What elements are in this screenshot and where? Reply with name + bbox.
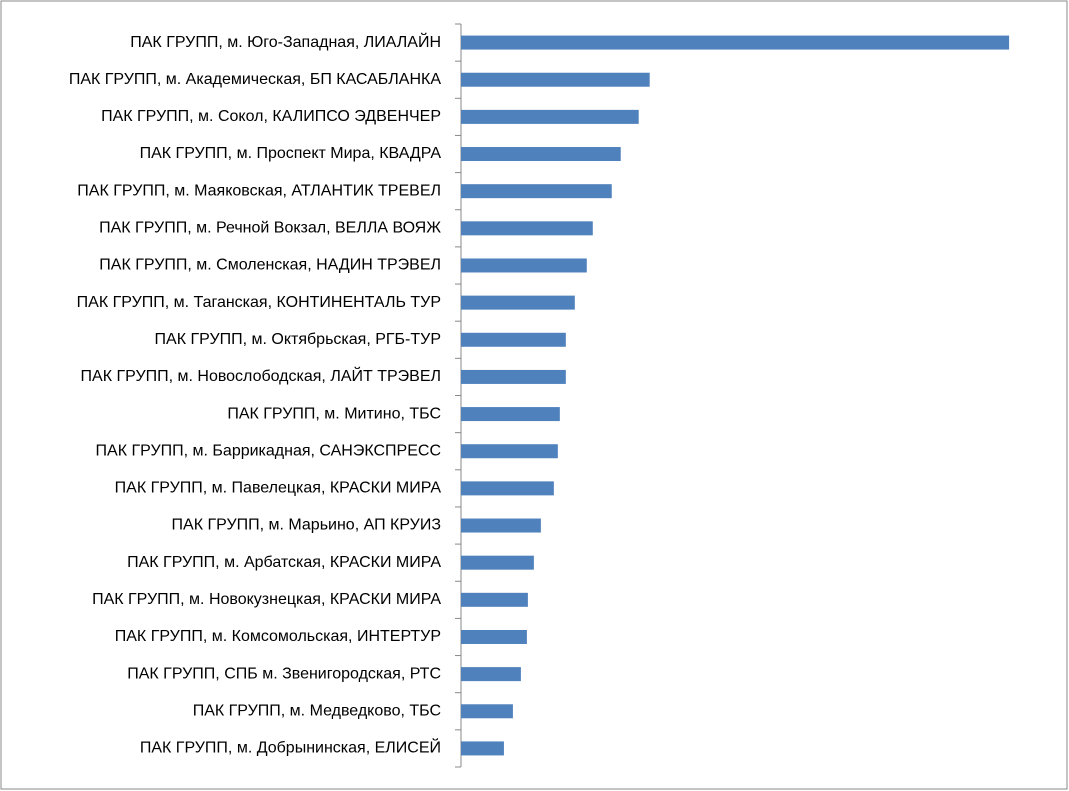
y-tick-label: ПАК ГРУПП, м. Марьино, АП КРУИЗ [172,517,441,534]
bar [461,184,612,199]
bar [461,555,534,570]
bar [461,147,621,162]
bar [461,444,558,459]
bar [461,741,504,756]
y-tick-label: ПАК ГРУПП, м. Митино, ТБС [227,405,441,422]
y-tick-label: ПАК ГРУПП, м. Новослободская, ЛАЙТ ТРЭВЕ… [81,366,441,385]
y-tick-label: ПАК ГРУПП, м. Комсомольская, ИНТЕРТУР [115,628,441,645]
y-tick-label: ПАК ГРУПП, м. Баррикадная, САНЭКСПРЕСС [96,442,441,459]
y-tick-label: ПАК ГРУПП, СПБ м. Звенигородская, РТС [127,665,441,682]
y-tick-label: ПАК ГРУПП, м. Новокузнецкая, КРАСКИ МИРА [92,591,441,608]
bar [461,109,639,124]
bar [461,369,566,384]
bar [461,72,650,87]
y-tick-label: ПАК ГРУПП, м. Арбатская, КРАСКИ МИРА [127,554,441,571]
bar [461,295,575,310]
bar [461,35,1010,50]
bar [461,704,513,719]
bar [461,518,541,533]
y-tick-label: ПАК ГРУПП, м. Академическая, БП КАСАБЛАН… [69,71,442,88]
y-tick-label: ПАК ГРУПП, м. Проспект Мира, КВАДРА [140,145,442,162]
bar [461,629,527,644]
y-tick-label: ПАК ГРУПП, м. Добрынинская, ЕЛИСЕЙ [140,738,441,757]
bar [461,258,587,273]
y-tick-label: ПАК ГРУПП, м. Сокол, КАЛИПСО ЭДВЕНЧЕР [101,108,441,125]
y-tick-label: ПАК ГРУПП, м. Таганская, КОНТИНЕНТАЛЬ ТУ… [77,294,441,311]
y-tick-label: ПАК ГРУПП, м. Октябрьская, РГБ-ТУР [155,331,441,348]
y-tick-label: ПАК ГРУПП, м. Юго-Западная, ЛИАЛАЙН [130,32,441,51]
bar [461,667,521,682]
bar [461,332,566,347]
bar [461,221,593,236]
y-tick-label: ПАК ГРУПП, м. Павелецкая, КРАСКИ МИРА [115,480,442,497]
y-tick-label: ПАК ГРУПП, м. Речной Вокзал, ВЕЛЛА ВОЯЖ [99,220,441,237]
bar [461,592,528,607]
bar [461,407,560,422]
y-tick-label: ПАК ГРУПП, м. Медведково, ТБС [193,702,441,719]
y-tick-label: ПАК ГРУПП, м. Маяковская, АТЛАНТИК ТРЕВЕ… [77,182,441,199]
bar [461,481,554,496]
y-tick-label: ПАК ГРУПП, м. Смоленская, НАДИН ТРЭВЕЛ [99,257,441,274]
